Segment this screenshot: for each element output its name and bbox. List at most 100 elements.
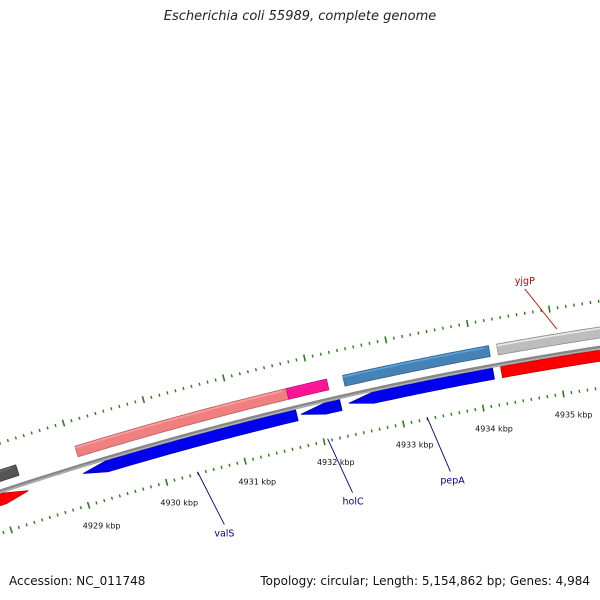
gene-feature: [342, 345, 491, 387]
gene-feature-body: [285, 378, 330, 400]
outer-minor-tick: [118, 404, 121, 409]
scale-label: 4932 kbp: [317, 458, 355, 467]
inner-minor-tick: [410, 420, 413, 424]
inner-minor-tick: [79, 506, 82, 510]
inner-minor-tick: [220, 465, 223, 469]
outer-minor-tick: [182, 386, 185, 391]
inner-minor-tick: [299, 445, 302, 449]
inner-minor-tick: [442, 414, 445, 418]
inner-minor-tick: [307, 443, 310, 448]
outer-major-tick: [61, 419, 66, 427]
inner-minor-tick: [370, 429, 373, 433]
inner-minor-tick: [149, 485, 153, 489]
inner-minor-tick: [126, 491, 129, 496]
inner-minor-tick: [134, 489, 137, 493]
outer-minor-tick: [174, 389, 177, 393]
outer-minor-tick: [417, 331, 420, 335]
gene-feature-highlight: [323, 401, 337, 406]
inner-minor-tick: [103, 498, 106, 503]
gene-leader-line: [524, 288, 558, 330]
inner-major-tick: [243, 457, 247, 465]
outer-minor-tick: [499, 315, 502, 320]
gene-feature: [83, 409, 299, 474]
gene-feature: [0, 490, 29, 507]
outer-minor-tick: [190, 384, 193, 388]
inner-minor-tick: [72, 508, 75, 512]
outer-minor-tick: [507, 314, 510, 318]
outer-minor-tick: [279, 362, 282, 366]
inner-minor-tick: [362, 431, 365, 435]
outer-minor-tick: [198, 382, 201, 386]
outer-minor-tick: [238, 372, 241, 376]
outer-minor-tick: [425, 329, 428, 334]
gene-feature-highlight: [496, 327, 600, 347]
gene-feature-highlight: [371, 369, 489, 395]
outer-minor-tick: [150, 395, 153, 399]
outer-minor-tick: [6, 438, 10, 443]
inner-feature-track: [0, 350, 600, 507]
inner-minor-tick: [283, 449, 286, 453]
inner-tick-ring: [2, 387, 597, 535]
outer-major-tick: [141, 396, 146, 404]
outer-minor-tick: [360, 343, 363, 347]
gene-feature-highlight: [286, 380, 323, 391]
inner-major-tick: [9, 526, 14, 534]
gene-feature-highlight: [342, 347, 485, 378]
backbone-arc: [0, 345, 600, 494]
outer-minor-tick: [450, 325, 452, 329]
scale-label: 4931 kbp: [238, 478, 276, 487]
inner-minor-tick: [25, 523, 28, 527]
outer-minor-tick: [523, 311, 526, 315]
inner-minor-tick: [331, 438, 334, 442]
scale-labels: 4929 kbp 4930 kbp 4931 kbp 4932 kbp 4933 kbp…: [83, 411, 593, 531]
inner-minor-tick: [33, 520, 36, 525]
outer-minor-tick: [352, 345, 355, 349]
backbone-highlight: [0, 348, 600, 494]
inner-minor-tick: [252, 457, 255, 461]
inner-minor-tick: [181, 476, 184, 480]
inner-minor-tick: [315, 441, 318, 446]
outer-minor-tick: [401, 334, 404, 339]
inner-minor-tick: [259, 455, 262, 459]
map-title: Escherichia coli 55989, complete genome: [163, 9, 437, 24]
inner-minor-tick: [291, 447, 294, 451]
outer-minor-tick: [46, 426, 49, 430]
gene-feature-body: [342, 345, 491, 387]
outer-minor-tick: [254, 368, 258, 372]
inner-minor-tick: [56, 513, 59, 517]
inner-minor-tick: [142, 487, 145, 491]
gene-feature-body: [0, 490, 29, 507]
gene-feature: [0, 464, 20, 482]
outer-minor-tick: [230, 374, 233, 378]
outer-minor-tick: [94, 411, 97, 416]
gene-leader-line: [327, 438, 353, 493]
inner-minor-tick: [212, 467, 215, 472]
inner-minor-tick: [157, 482, 160, 487]
gene-feature-highlight: [75, 390, 283, 449]
outer-minor-tick: [30, 431, 33, 435]
outer-minor-tick: [490, 317, 493, 321]
accession-text: Accession: NC_011748: [9, 574, 146, 588]
inner-minor-tick: [490, 405, 493, 409]
outer-minor-tick: [246, 370, 249, 374]
outer-minor-tick: [54, 423, 57, 428]
outer-minor-tick: [295, 358, 298, 362]
inner-minor-tick: [434, 415, 437, 420]
inner-minor-tick: [386, 425, 389, 430]
outer-major-tick: [384, 336, 388, 344]
inner-minor-tick: [275, 451, 278, 455]
outer-minor-tick: [376, 340, 379, 344]
outer-minor-tick: [70, 419, 73, 423]
gene-feature-highlight: [105, 411, 293, 464]
inner-minor-tick: [110, 496, 114, 500]
gene-leader-line: [426, 416, 451, 472]
outer-major-tick: [465, 320, 469, 328]
outer-minor-tick: [458, 323, 461, 327]
inner-major-tick: [481, 404, 485, 412]
inner-minor-tick: [546, 395, 549, 399]
gene-label-yjgP: yjgP: [515, 276, 535, 287]
outer-minor-tick: [344, 347, 347, 351]
gene-feature-highlight: [0, 466, 13, 473]
gene-leader-line: [197, 471, 225, 525]
gene-feature: [348, 367, 495, 404]
